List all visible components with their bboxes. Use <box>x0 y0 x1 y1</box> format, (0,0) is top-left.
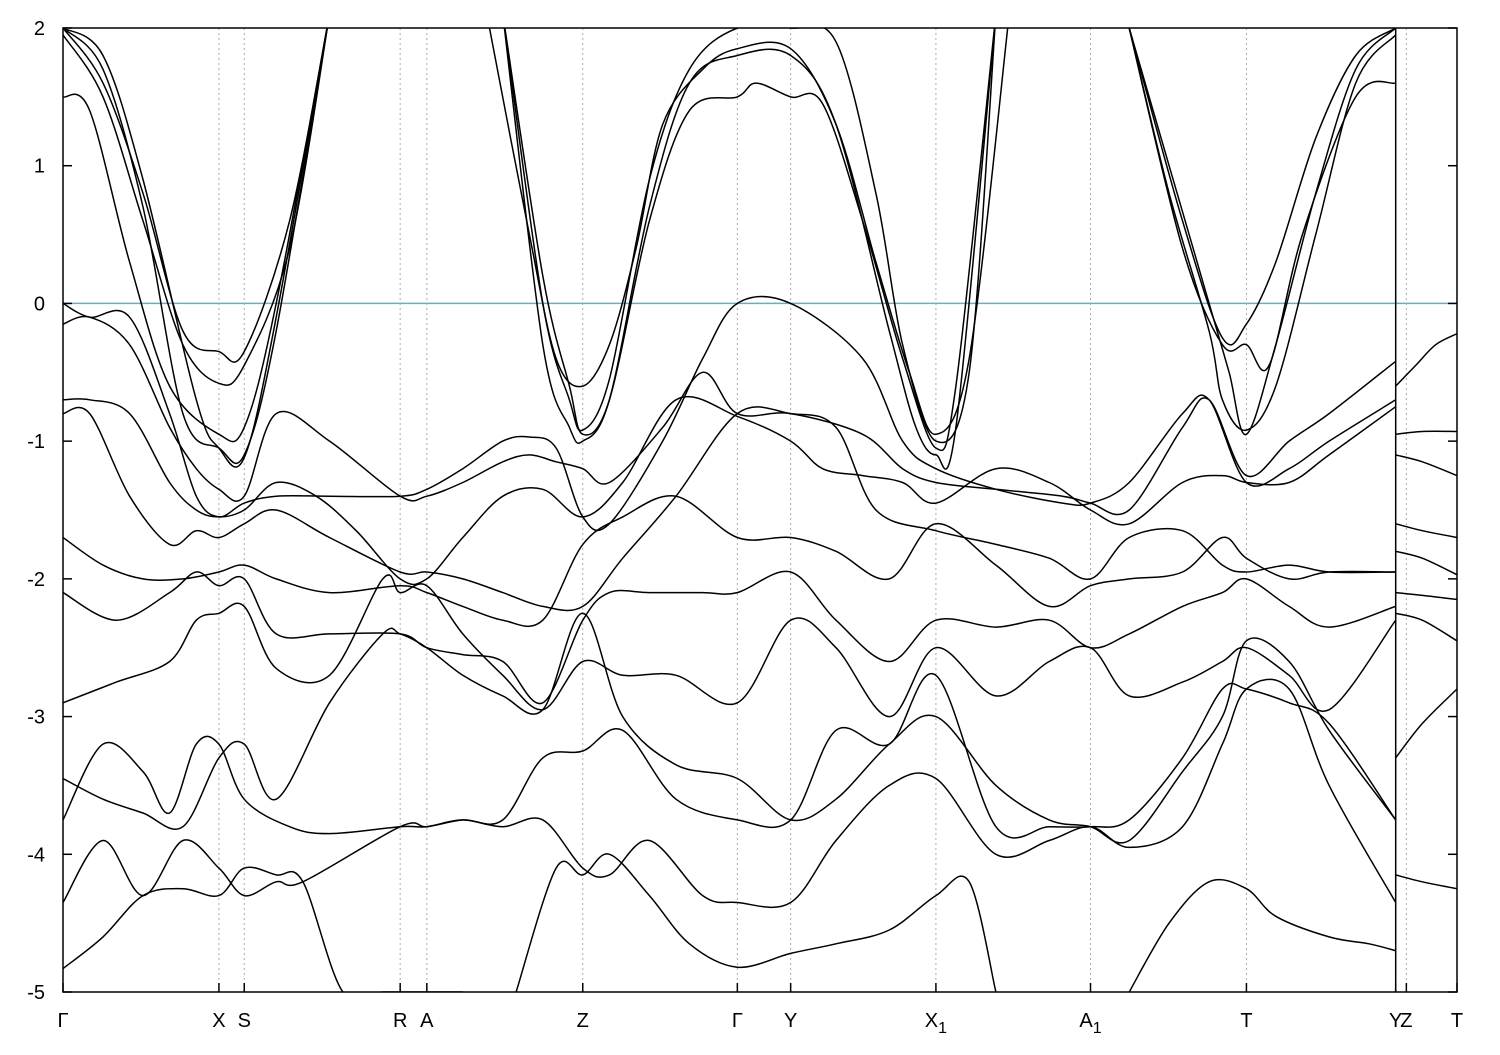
kpoint-label: Γ <box>57 1010 68 1032</box>
kpoint-label-subscript: 1 <box>1093 1020 1102 1037</box>
band-line <box>63 28 328 363</box>
kpoint-label: S <box>238 1010 251 1032</box>
kpoint-label: T <box>1451 1010 1463 1032</box>
kpoint-gridlines <box>218 28 1407 992</box>
band-line <box>63 295 1397 532</box>
band-line <box>63 315 1397 516</box>
band-line <box>1395 333 1457 387</box>
kpoint-label: T <box>1240 1010 1252 1032</box>
plot-frame <box>62 27 1458 993</box>
kpoint-label: R <box>393 1010 407 1032</box>
y-tick-label: -2 <box>27 569 45 591</box>
band-line <box>1128 28 1397 436</box>
band-line <box>503 28 996 470</box>
band-line <box>1128 878 1396 992</box>
kpoint-label: Y <box>1389 1010 1402 1032</box>
kpoint-label: Γ <box>732 1010 743 1032</box>
kpoint-label: A <box>420 1010 434 1032</box>
band-line <box>503 28 996 444</box>
band-line <box>1128 28 1396 372</box>
band-line <box>1395 688 1457 759</box>
band-line <box>63 570 1396 705</box>
band-line <box>1395 430 1457 436</box>
kpoint-label: A1 <box>1079 1010 1101 1037</box>
band-line <box>1395 523 1457 539</box>
band-line <box>63 406 1396 612</box>
band-line <box>63 574 1397 718</box>
y-tick-label: 1 <box>34 156 45 178</box>
band-line <box>1395 874 1457 890</box>
band-line <box>63 612 1397 844</box>
kpoint-labels: Γ X S R A Z Γ Y X1 A1 T YZ T <box>57 983 1463 1037</box>
band-line <box>63 28 328 464</box>
band-line <box>515 853 997 992</box>
band-line <box>1395 454 1457 477</box>
band-line <box>63 28 328 443</box>
y-tick-label: -5 <box>27 982 45 1004</box>
kpoint-label: Z <box>1400 1010 1412 1032</box>
y-tick-label: 0 <box>34 293 45 315</box>
kpoint-label: X1 <box>925 1010 947 1037</box>
band-line <box>63 28 328 468</box>
band-line <box>63 395 1397 586</box>
band-line <box>63 672 1397 839</box>
band-line <box>488 28 1009 436</box>
band-line <box>1395 550 1457 576</box>
band-line <box>1128 28 1397 346</box>
kpoint-label: X <box>212 1010 225 1032</box>
y-tick-label: 2 <box>34 18 45 40</box>
kpoint-label-subscript: 1 <box>938 1020 947 1037</box>
kpoint-label: Z <box>577 1010 589 1032</box>
y-tick-label: -3 <box>27 707 45 729</box>
y-tick-label: -1 <box>27 431 45 453</box>
band-line <box>63 495 1396 628</box>
band-line <box>63 678 1397 909</box>
band-line <box>504 28 996 452</box>
band-lines <box>63 28 1457 992</box>
y-tick-label: -4 <box>27 844 45 866</box>
band-line <box>1128 28 1397 431</box>
band-line <box>63 866 463 992</box>
band-line <box>1395 612 1457 642</box>
kpoint-label: Y <box>784 1010 797 1032</box>
y-tick-labels: 2 1 0 -1 -2 -3 -4 -5 <box>27 18 1457 1004</box>
plot-border <box>62 27 1458 993</box>
band-line <box>1395 591 1457 601</box>
